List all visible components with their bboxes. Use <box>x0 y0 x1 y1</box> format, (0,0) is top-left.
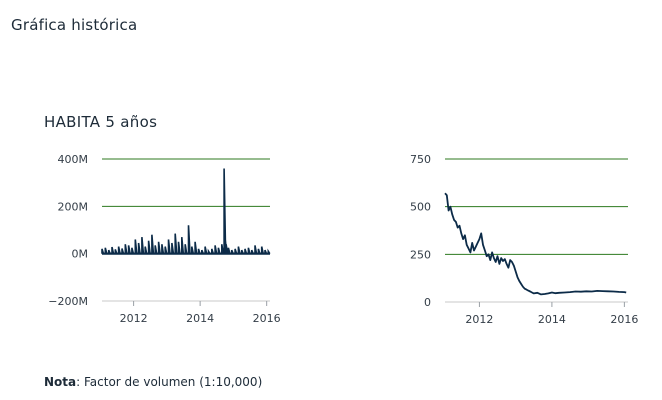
y-tick-label: 0M <box>72 248 89 261</box>
y-tick-label: 750 <box>410 153 431 166</box>
x-tick-label: 2014 <box>538 313 566 326</box>
y-tick-label: 500 <box>410 201 431 214</box>
x-tick-label: 2014 <box>186 312 214 325</box>
x-tick-label: 2016 <box>610 313 638 326</box>
chart-title: HABITA 5 años <box>44 113 158 131</box>
page-title: Gráfica histórica <box>11 16 138 34</box>
footnote: Nota: Factor de volumen (1:10,000) <box>44 375 262 389</box>
y-tick-label: 200M <box>58 200 89 213</box>
footnote-label: Nota <box>44 375 77 389</box>
y-tick-label: 250 <box>410 248 431 261</box>
y-tick-label: 400M <box>58 153 89 166</box>
x-tick-label: 2016 <box>253 312 281 325</box>
x-tick-label: 2012 <box>465 313 493 326</box>
y-tick-label: −200M <box>48 295 88 308</box>
y-tick-label: 0 <box>424 296 431 309</box>
footnote-text: : Factor de volumen (1:10,000) <box>76 375 263 389</box>
x-tick-label: 2012 <box>120 312 148 325</box>
price-series-line <box>444 192 627 296</box>
